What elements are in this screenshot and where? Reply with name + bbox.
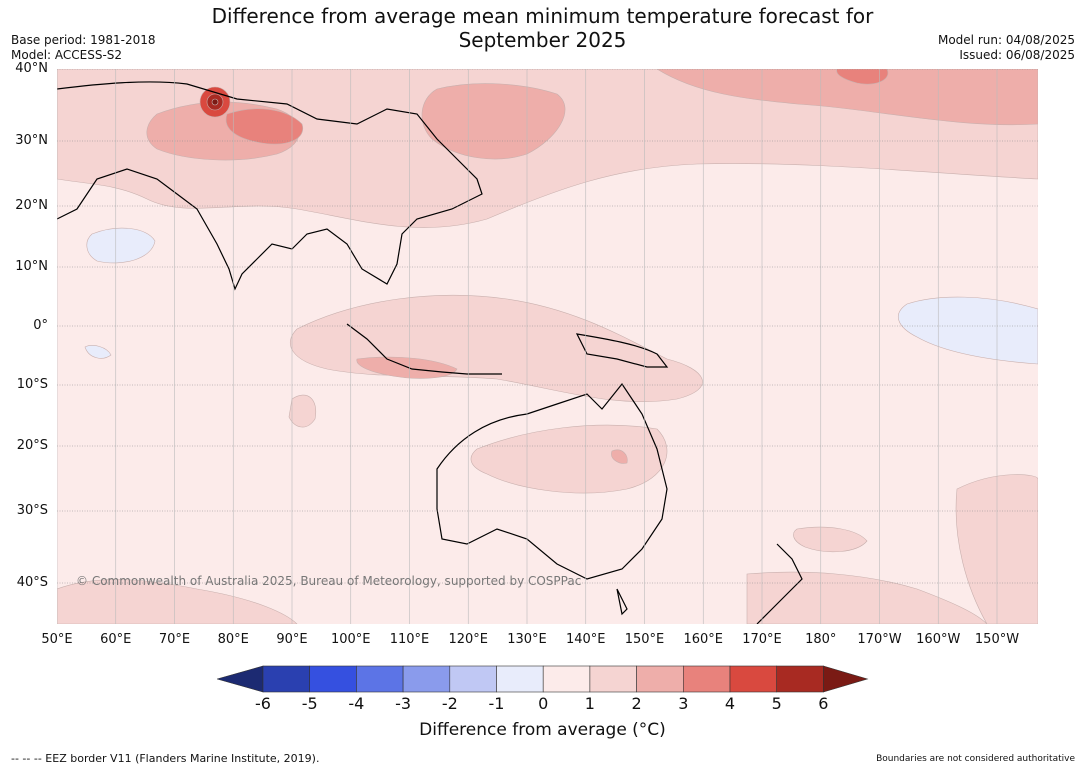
latitude-label: 20°S [16, 438, 48, 453]
colorbar-label: 4 [724, 694, 736, 713]
title-line-2: September 2025 [458, 28, 627, 52]
longitude-label: 140°E [565, 632, 606, 647]
map-title: Difference from average mean minimum tem… [0, 4, 1085, 52]
longitude-label: 180° [805, 632, 837, 647]
australia-coastline [436, 382, 668, 580]
latitude-label: 0° [33, 318, 48, 333]
colorbar-segment [729, 665, 778, 693]
colorbar-label: -6 [255, 694, 271, 713]
colorbar-segment [262, 665, 311, 693]
graticule [57, 69, 1038, 624]
colorbar-label: -2 [441, 694, 458, 713]
colorbar-label: 1 [584, 694, 595, 713]
longitude-label: 160°W [916, 632, 961, 647]
base-period-info: Base period: 1981-2018 Model: ACCESS-S2 [11, 33, 156, 63]
latitude-label: 30°N [15, 133, 48, 148]
longitude-label: 90°E [276, 632, 308, 647]
indonesia-coastline [346, 323, 502, 375]
latitude-label: 10°N [15, 259, 48, 274]
longitude-label: 150°E [624, 632, 665, 647]
colorbar-label: -5 [301, 694, 318, 713]
asia-coastline [57, 81, 483, 291]
longitude-label: 170°E [742, 632, 782, 647]
longitude-label: 50°E [41, 632, 73, 647]
colorbar-segment [636, 665, 684, 693]
eez-border-note: -- -- -- EEZ border V11 (Flanders Marine… [11, 752, 320, 765]
base-period-text: Base period: 1981-2018 [11, 33, 156, 47]
copyright-notice: © Commonwealth of Australia 2025, Bureau… [76, 574, 582, 588]
colorbar-label: -1 [488, 694, 505, 713]
boundaries-disclaimer: Boundaries are not considered authoritat… [876, 754, 1075, 764]
colorbar-segment [776, 665, 824, 693]
colorbar-segment [449, 665, 497, 693]
longitude-label: 150°W [974, 632, 1020, 647]
longitude-label: 160°E [683, 632, 724, 647]
colorbar-segment [309, 665, 357, 693]
issued-text: Issued: 06/08/2025 [959, 48, 1075, 62]
latitude-label: 10°S [16, 377, 48, 392]
colorbar-label: 3 [678, 694, 689, 713]
latitude-label: 30°S [16, 503, 48, 518]
coastlines [57, 81, 803, 624]
model-run-info: Model run: 04/08/2025 Issued: 06/08/2025 [938, 33, 1075, 63]
longitude-label: 110°E [389, 632, 430, 647]
longitude-label: 120°E [448, 632, 489, 647]
colorbar [217, 665, 869, 693]
model-run-text: Model run: 04/08/2025 [937, 33, 1075, 47]
forecast-map [57, 69, 1038, 624]
latitude-label: 20°N [15, 198, 48, 213]
new-zealand-coastline [756, 543, 803, 624]
colorbar-label: -4 [348, 694, 365, 713]
model-text: Model: ACCESS-S2 [11, 48, 123, 62]
colorbar-segment [402, 665, 451, 693]
new-guinea-coastline [575, 333, 669, 368]
colorbar-segment [542, 665, 591, 693]
title-line-1: Difference from average mean minimum tem… [211, 4, 874, 28]
longitude-label: 80°E [217, 632, 249, 647]
longitude-label: 170°W [857, 632, 902, 647]
anomaly-shading [57, 69, 1038, 624]
colorbar-label: 5 [771, 694, 782, 713]
colorbar-segment [496, 665, 544, 693]
latitude-label: 40°S [16, 575, 48, 590]
colorbar-label: 0 [538, 694, 549, 713]
longitude-label: 130°E [507, 632, 547, 647]
colorbar-segment [356, 665, 404, 693]
colorbar-segment [682, 665, 731, 693]
tasmania-coastline [616, 588, 628, 616]
colorbar-label: -3 [395, 694, 412, 713]
colorbar-title: Difference from average (°C) [419, 720, 666, 740]
colorbar-label: 2 [631, 694, 642, 713]
longitude-label: 60°E [100, 632, 132, 647]
colorbar-segment [589, 665, 637, 693]
latitude-label: 40°N [15, 61, 48, 76]
colorbar-label: 6 [818, 694, 829, 713]
longitude-label: 70°E [158, 632, 191, 647]
colorbar-extend-high [823, 665, 869, 693]
longitude-label: 100°E [330, 632, 371, 647]
colorbar-extend-low [217, 665, 264, 693]
